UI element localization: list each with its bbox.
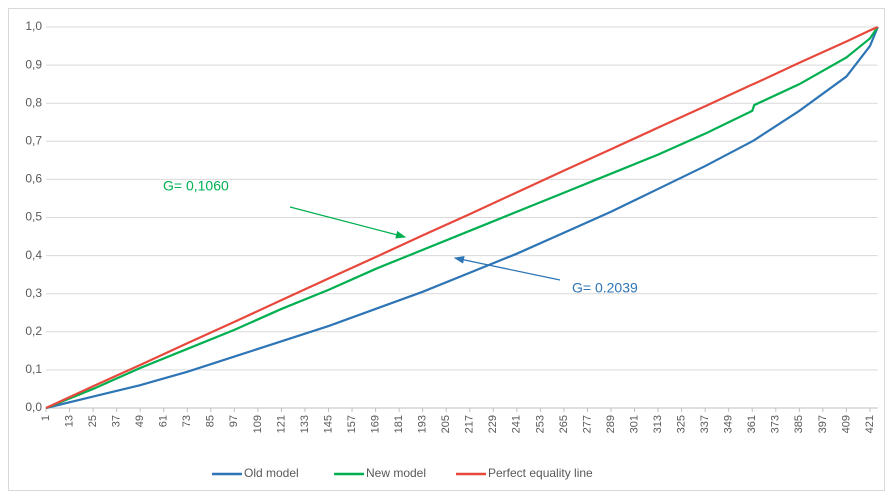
x-tick-label: 193 — [417, 415, 429, 433]
y-tick-label: 0,7 — [25, 133, 42, 147]
x-tick-label: 385 — [793, 415, 805, 433]
x-tick-label: 253 — [534, 415, 546, 433]
x-tick-label: 97 — [228, 415, 240, 427]
annotation-arrow — [453, 256, 561, 281]
x-tick-label: 421 — [864, 415, 876, 433]
x-tick-label: 145 — [322, 415, 334, 433]
y-tick-label: 1,0 — [25, 19, 42, 33]
x-tick-label: 397 — [817, 415, 829, 433]
x-tick-label: 373 — [770, 415, 782, 433]
legend-label: New model — [366, 466, 426, 480]
x-tick-label: 349 — [723, 415, 735, 433]
y-tick-label: 0,1 — [25, 362, 42, 376]
legend-label: Old model — [244, 466, 299, 480]
x-tick-label: 325 — [676, 415, 688, 433]
x-tick-label: 85 — [205, 415, 217, 427]
x-tick-label: 109 — [252, 415, 264, 433]
x-tick-label: 169 — [369, 415, 381, 433]
y-tick-label: 0,5 — [25, 210, 42, 224]
annotation-arrow — [289, 206, 407, 239]
annotation: G= 0.2039 — [572, 280, 638, 296]
x-tick-label: 121 — [275, 415, 287, 433]
annotation: G= 0,1060 — [163, 178, 229, 194]
x-tick-label: 277 — [581, 415, 593, 433]
x-tick-label: 409 — [840, 415, 852, 433]
x-tick-label: 313 — [652, 415, 664, 433]
x-tick-label: 25 — [87, 415, 99, 427]
x-tick-label: 61 — [158, 415, 170, 427]
x-tick-label: 37 — [111, 415, 123, 427]
x-tick-label: 13 — [63, 415, 75, 427]
x-tick-label: 157 — [346, 415, 358, 433]
x-tick-label: 133 — [299, 415, 311, 433]
y-tick-label: 0,6 — [25, 172, 42, 186]
x-tick-label: 229 — [487, 415, 499, 433]
x-tick-label: 337 — [699, 415, 711, 433]
x-tick-label: 361 — [746, 415, 758, 433]
line-series — [45, 26, 879, 410]
line-series — [45, 25, 879, 409]
y-tick-label: 0,2 — [25, 324, 42, 338]
x-tick-label: 265 — [558, 415, 570, 433]
y-tick-label: 0,4 — [25, 248, 42, 262]
x-tick-label: 1 — [40, 415, 52, 421]
x-tick-label: 289 — [605, 415, 617, 433]
x-tick-label: 217 — [464, 415, 476, 433]
x-tick-label: 181 — [393, 415, 405, 433]
y-tick-label: 0,9 — [25, 57, 42, 71]
y-tick-label: 0,8 — [25, 95, 42, 109]
x-tick-label: 73 — [181, 415, 193, 427]
line-series — [45, 26, 879, 410]
x-tick-label: 241 — [511, 415, 523, 433]
x-tick-label: 49 — [134, 415, 146, 427]
plot-area: 0,00,10,20,30,40,50,60,70,80,91,01 13 25 37… — [25, 19, 879, 480]
legend-label: Perfect equality line — [488, 466, 593, 480]
x-tick-label: 301 — [628, 415, 640, 433]
y-tick-label: 0,3 — [25, 286, 42, 300]
y-tick-label: 0,0 — [25, 400, 42, 414]
x-tick-label: 205 — [440, 415, 452, 433]
